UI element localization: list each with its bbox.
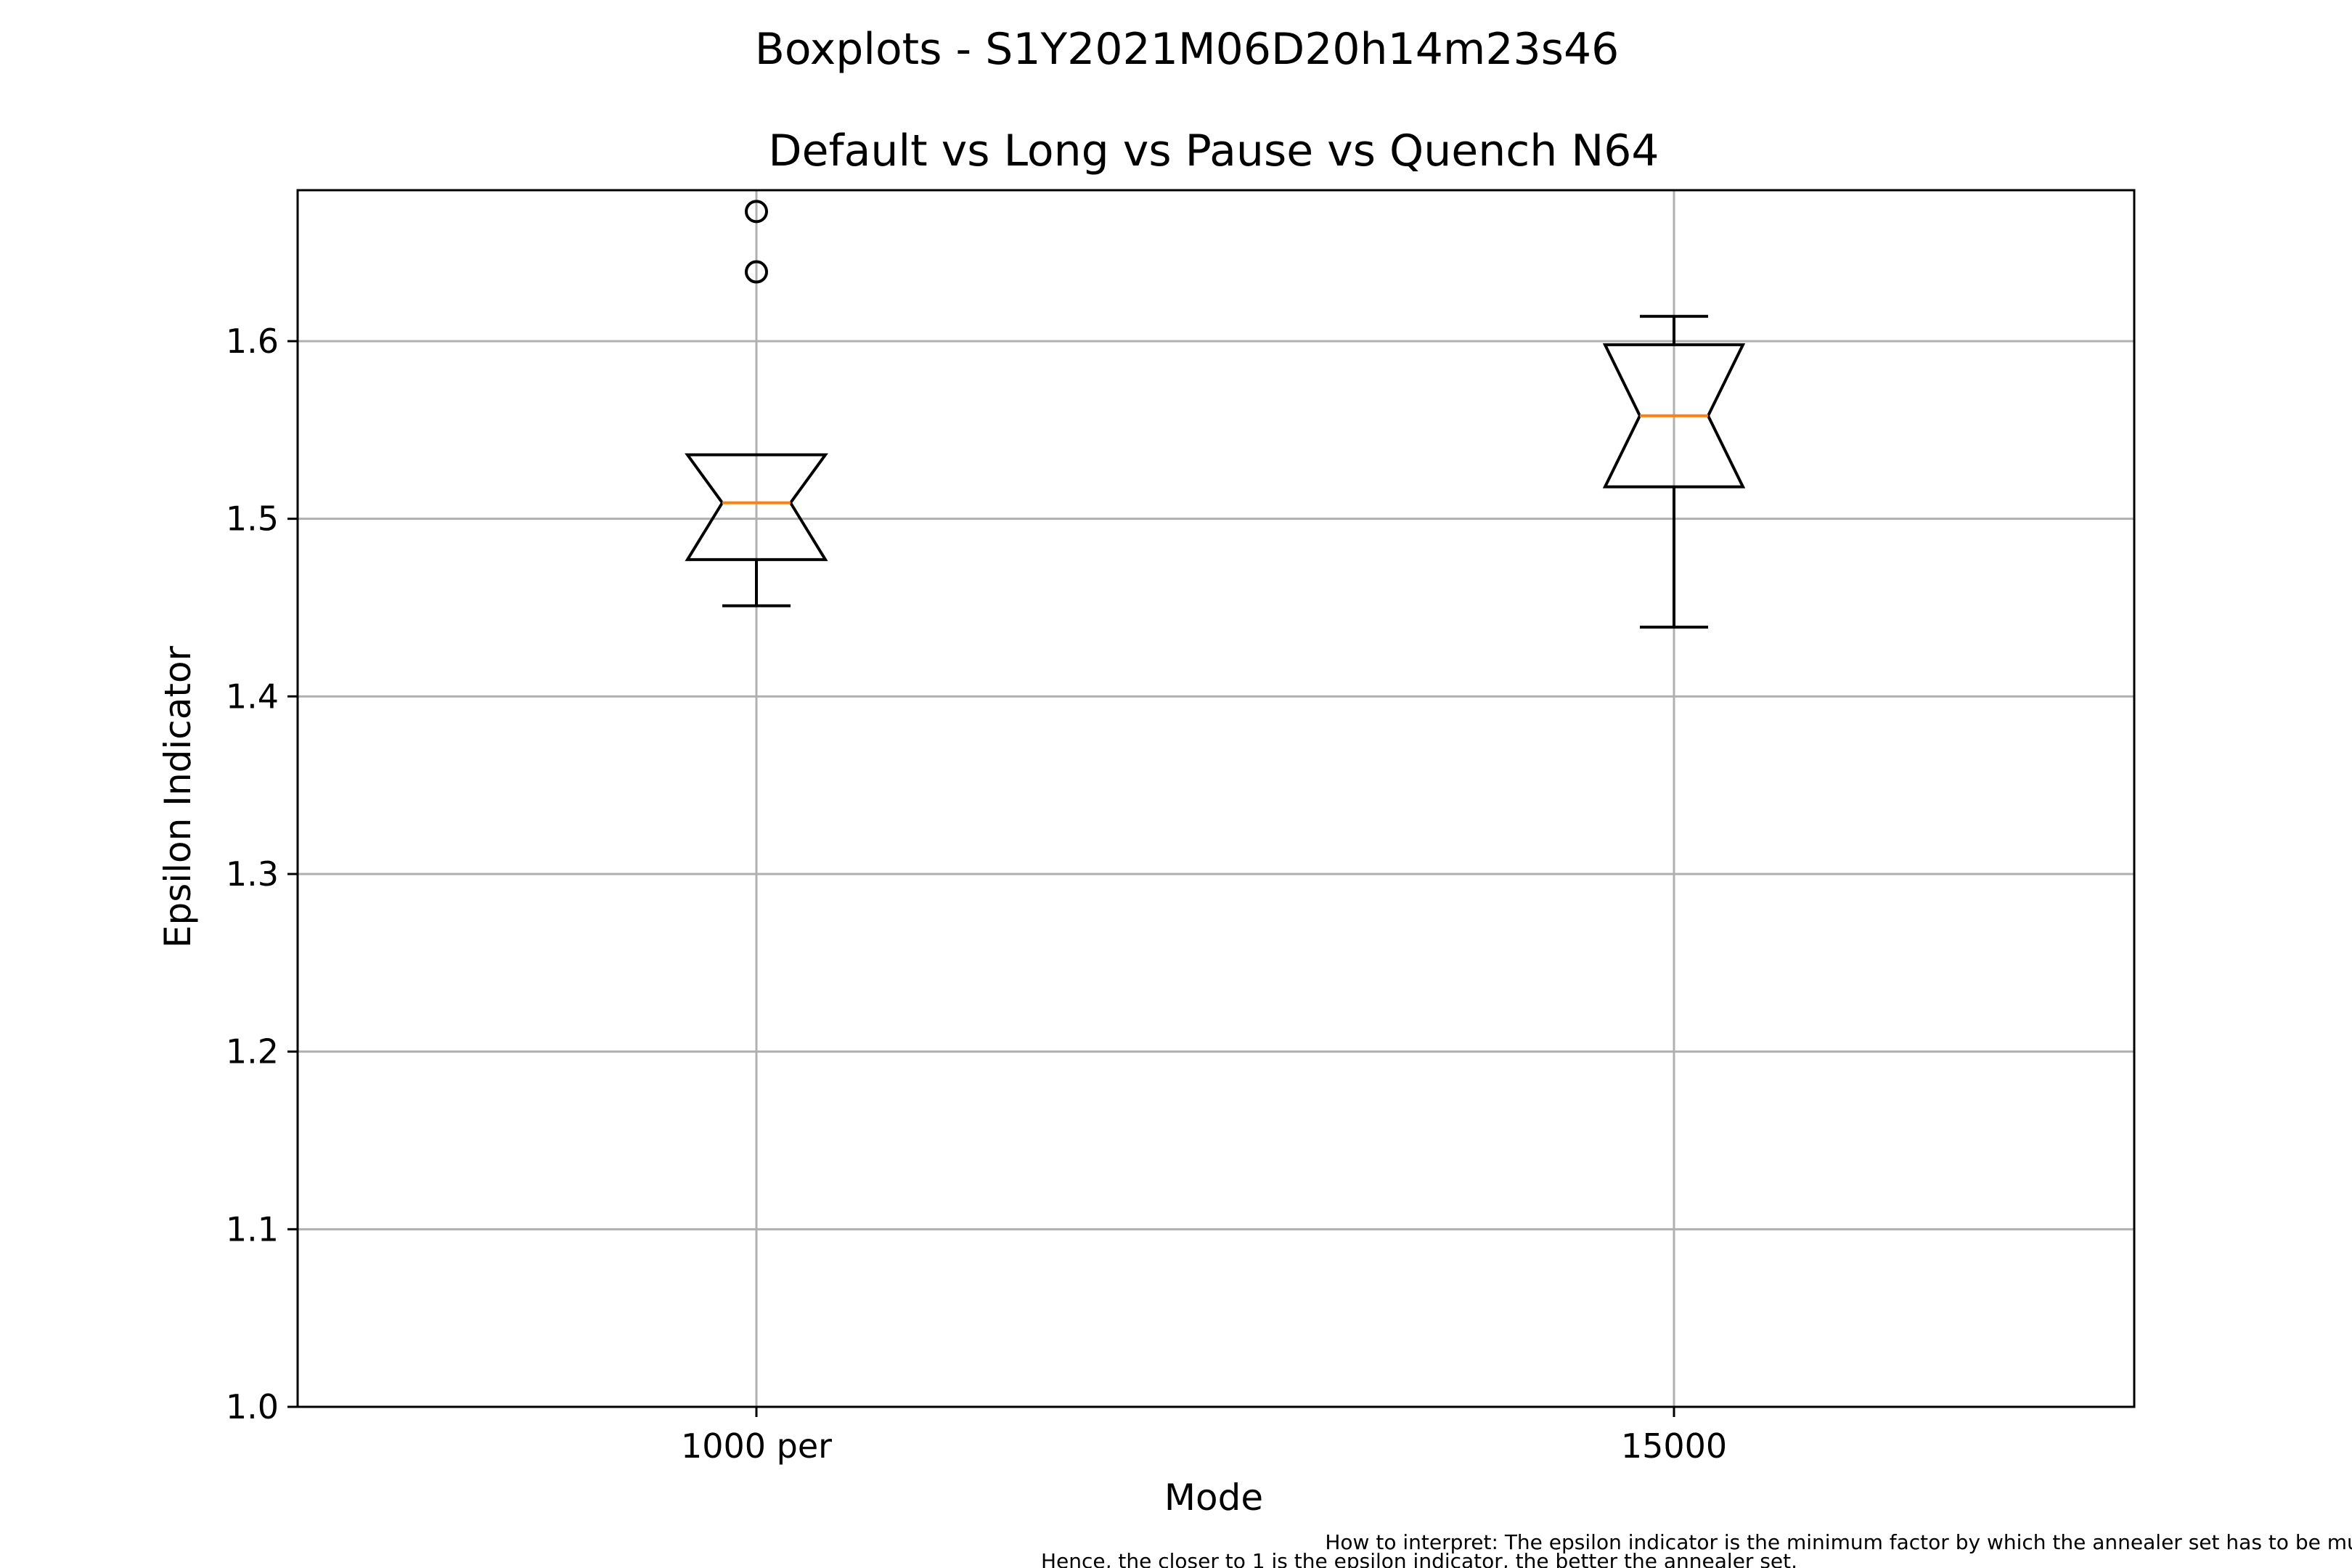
chart-title: Default vs Long vs Pause vs Quench N64	[768, 126, 1659, 176]
y-tick-label: 1.1	[226, 1209, 279, 1249]
y-tick-label: 1.0	[226, 1387, 279, 1426]
x-tick-label: 1000 per	[681, 1426, 832, 1466]
y-tick-label: 1.5	[226, 499, 279, 539]
x-axis-label: Mode	[1164, 1477, 1263, 1519]
footnote-line-1: How to interpret: The epsilon indicator …	[1325, 1530, 2352, 1554]
y-tick-label: 1.6	[226, 322, 279, 361]
outlier-point	[745, 200, 768, 224]
box-group	[1602, 314, 1746, 629]
y-tick-label: 1.2	[226, 1032, 279, 1071]
y-tick-label: 1.3	[226, 854, 279, 894]
box-group	[685, 200, 828, 608]
outlier-point	[745, 260, 768, 284]
x-tick-label: 15000	[1621, 1426, 1727, 1466]
y-axis-ticks: 1.0 1.1 1.2 1.3 1.4 1.5 1.6	[226, 322, 298, 1426]
y-axis-label: Epsilon Indicator	[157, 645, 199, 948]
x-axis-ticks: 1000 per 15000	[681, 1407, 1727, 1466]
chart-suptitle: Boxplots - S1Y2021M06D20h14m23s46	[755, 24, 1620, 75]
grid-lines	[298, 190, 2134, 1408]
boxes-layer	[685, 200, 1746, 629]
y-tick-label: 1.4	[226, 677, 279, 716]
plot-area-frame	[296, 189, 2136, 1408]
footnote-line-2: Hence, the closer to 1 is the epsilon in…	[1041, 1549, 1797, 1568]
